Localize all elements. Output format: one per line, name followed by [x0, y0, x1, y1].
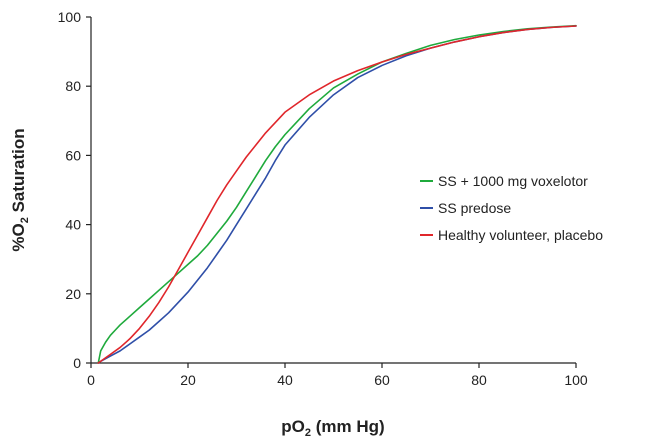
- x-tick-label: 20: [180, 372, 196, 388]
- x-axis-title-main: pO: [281, 417, 305, 436]
- x-tick-label: 40: [277, 372, 293, 388]
- y-tick-label: 0: [73, 355, 81, 371]
- x-tick-label: 100: [564, 372, 588, 388]
- y-axis-title-subscript: 2: [19, 217, 31, 223]
- y-tick-label: 60: [65, 147, 81, 163]
- y-tick-label: 80: [65, 78, 81, 94]
- axes: [90, 17, 576, 364]
- legend-label-healthy-volunteer-placebo: Healthy volunteer, placebo: [438, 227, 603, 243]
- series-lines: [97, 24, 577, 364]
- legend-label-ss-predose: SS predose: [438, 200, 511, 216]
- y-ticks: 0 20 40 60 80 100: [58, 9, 91, 371]
- y-axis-title-pre: %O: [9, 223, 28, 251]
- x-tick-label: 0: [87, 372, 95, 388]
- x-axis-title-subscript: 2: [305, 427, 311, 439]
- y-axis-title-rest: Saturation: [9, 128, 28, 217]
- x-axis-title-rest: (mm Hg): [311, 417, 385, 436]
- x-tick-label: 60: [374, 372, 390, 388]
- legend-label-ss-1000-mg-voxelotor: SS + 1000 mg voxelotor: [438, 173, 588, 189]
- y-tick-label: 100: [58, 9, 82, 25]
- x-tick-label: 80: [471, 372, 487, 388]
- series-line-ss-predose: [97, 25, 577, 364]
- y-tick-label: 40: [65, 217, 81, 233]
- series-line-ss-1000-mg-voxelotor: [97, 24, 577, 364]
- y-axis-title: %O2 Saturation: [9, 128, 31, 251]
- y-tick-label: 20: [65, 286, 81, 302]
- legend: SS + 1000 mg voxelotor SS predose Healthy …: [420, 173, 603, 243]
- x-axis-title: pO2 (mm Hg): [281, 417, 384, 439]
- series-line-healthy-volunteer-placebo: [97, 25, 577, 364]
- x-ticks: 0 20 40 60 80 100: [87, 363, 588, 388]
